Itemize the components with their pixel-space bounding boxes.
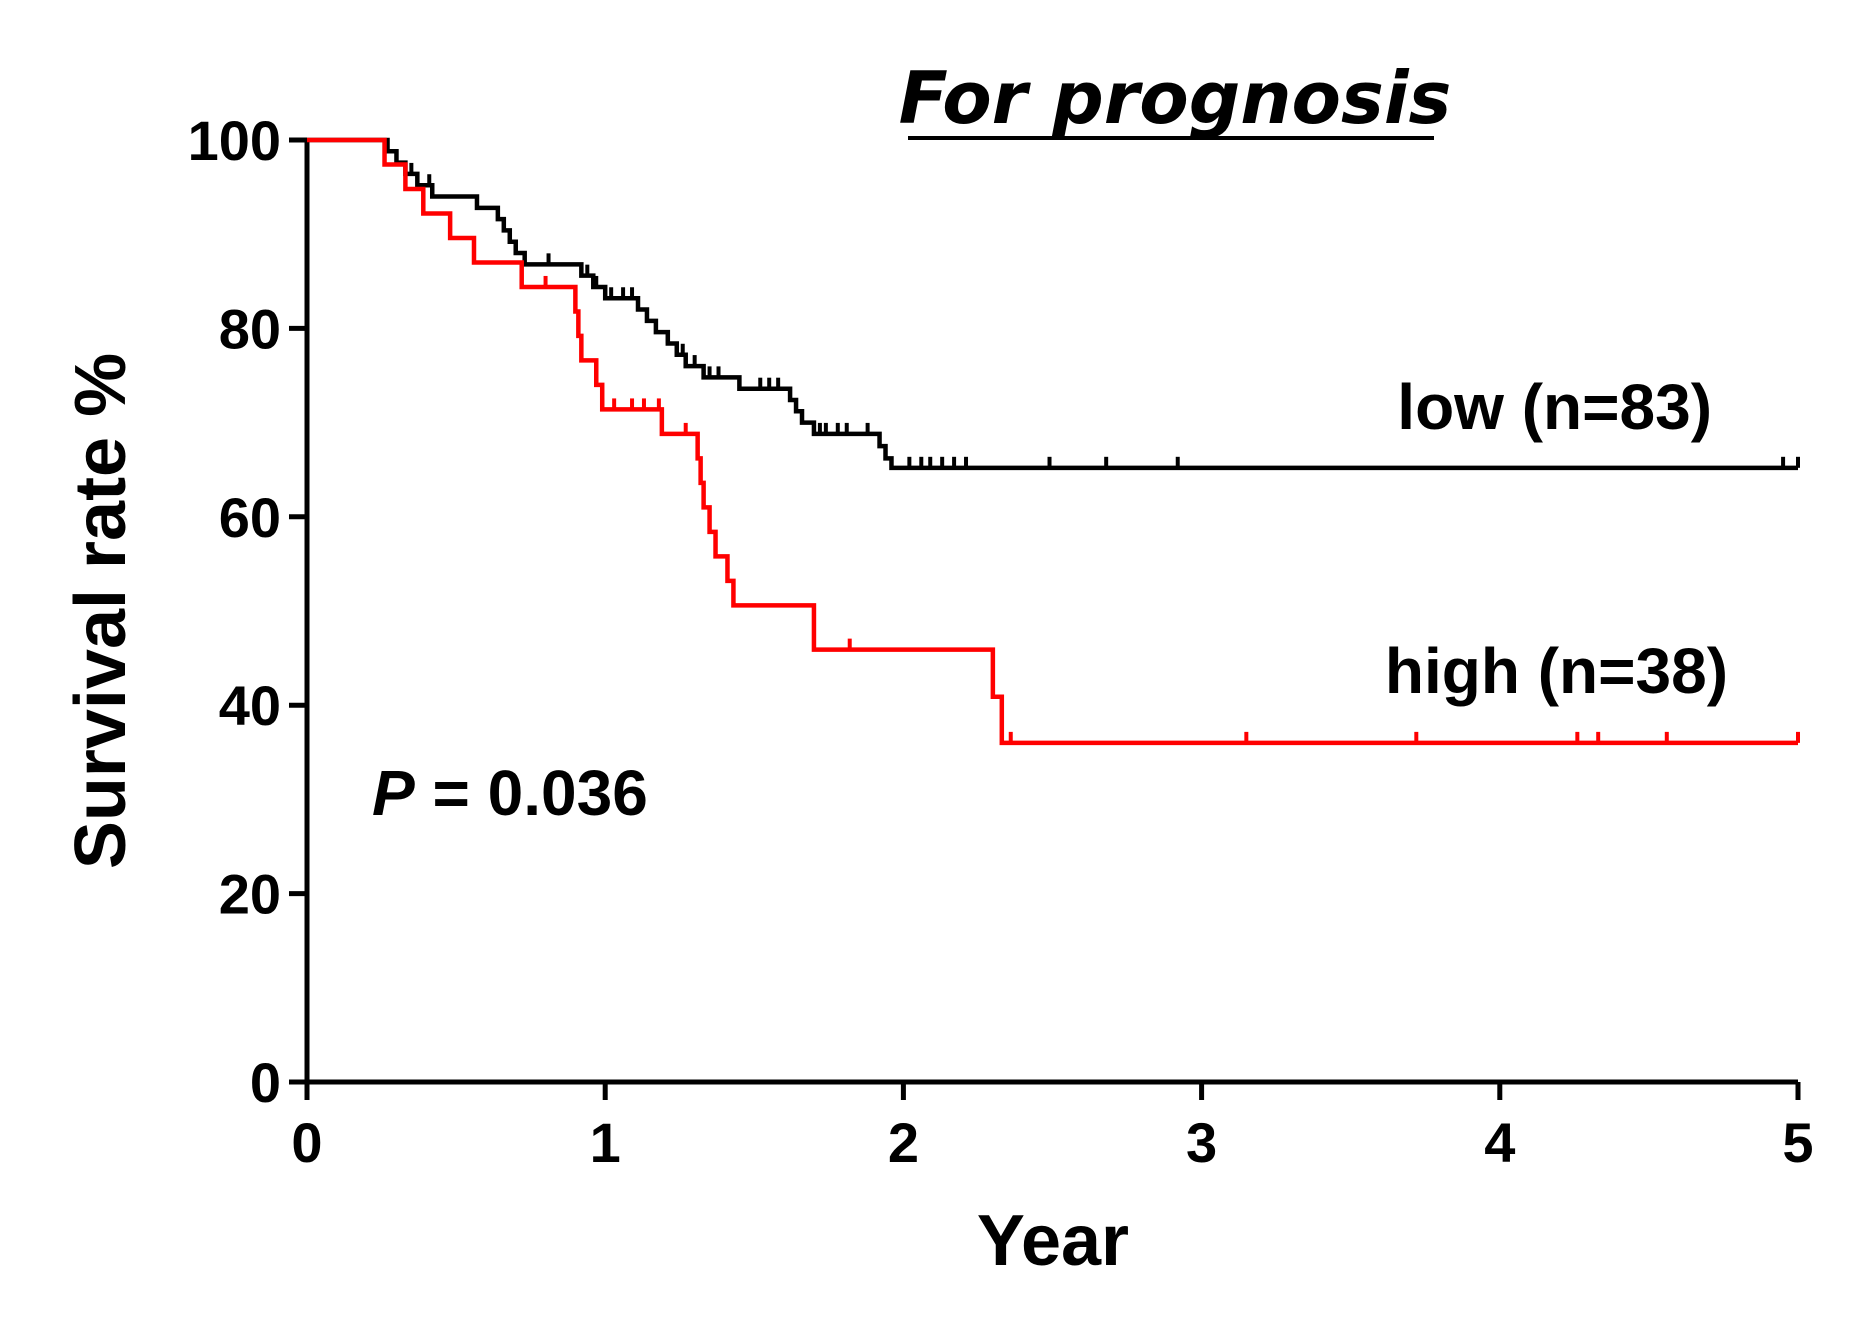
x-tick-label: 0 [291,1111,322,1174]
chart-title: For prognosis [899,56,1452,140]
y-tick-label: 60 [219,486,281,549]
x-tick-label: 2 [888,1111,919,1174]
p-value-text: = 0.036 [415,757,648,829]
series-layer [307,137,1800,746]
y-tick-label: 0 [250,1051,281,1114]
y-tick-label: 40 [219,674,281,737]
x-axis-title: Year [977,1201,1129,1281]
x-tick-label: 3 [1186,1111,1217,1174]
x-tick-label: 4 [1484,1111,1515,1174]
survival-curve-high [307,137,1798,746]
y-tick-label: 20 [219,863,281,926]
x-tick-label: 5 [1782,1111,1813,1174]
axes: 0 20 40 60 80 100 0 1 2 3 4 5 [188,109,1814,1174]
y-tick-label: 100 [188,109,281,172]
series-label-high: high (n=38) [1385,635,1728,707]
series-label-low: low (n=83) [1397,371,1712,443]
p-value-symbol: P [372,757,415,829]
p-value-annotation: P = 0.036 [372,757,648,829]
survival-curve-low [307,137,1798,471]
x-tick-label: 1 [590,1111,621,1174]
y-axis-title: Survival rate % [61,353,141,869]
y-tick-label: 80 [219,297,281,360]
